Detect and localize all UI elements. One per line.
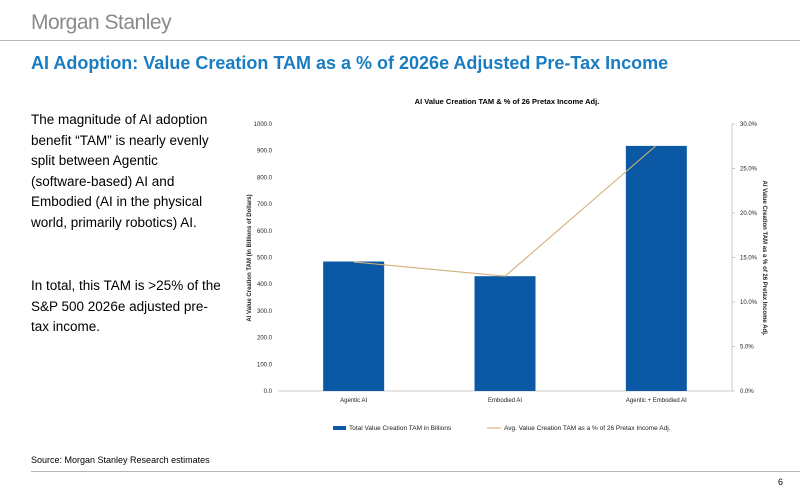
pct-line-series [353,144,657,277]
y-tick-label: 400.0 [257,282,273,288]
y-tick-label: 200.0 [257,336,273,342]
y-tick-label: 100.0 [257,362,273,368]
y2-tick-label: 10.0% [740,300,758,306]
y2-tick-label: 0.0% [740,389,754,395]
slide-title: AI Adoption: Value Creation TAM as a % o… [31,53,669,73]
y-tick-label: 500.0 [257,256,273,262]
y-tick-label: 600.0 [257,229,273,235]
legend-bar-label: Total Value Creation TAM in Billions [349,425,452,432]
y-tick-label: 800.0 [257,175,273,181]
y-tick-label: 700.0 [257,202,273,208]
body-paragraph-2: In total, this TAM is >25% of the S&P 50… [31,278,221,334]
y2-tick-label: 5.0% [740,345,754,351]
y-tick-label: 900.0 [257,149,273,155]
footer-divider [31,471,800,472]
category-label: Embodied AI [488,398,522,404]
category-label: Agentic + Embodied AI [626,398,687,404]
bar [625,145,687,391]
page-number: 6 [778,477,784,487]
body-paragraph-1: The magnitude of AI adoption benefit “TA… [31,112,209,230]
morgan-stanley-logo: Morgan Stanley [31,11,172,34]
y-axis-label: AI Value Creation TAM (in Billions of Do… [247,194,253,321]
y2-tick-label: 20.0% [740,211,758,217]
y2-axis-label: AI Value Creation TAM as a % of 26 Preta… [761,180,767,335]
chart-title: AI Value Creation TAM & % of 26 Pretax I… [415,97,600,106]
y-tick-label: 0.0 [264,389,273,395]
y-tick-label: 300.0 [257,309,273,315]
bar [323,261,385,391]
source-note: Source: Morgan Stanley Research estimate… [31,455,210,465]
y2-tick-label: 15.0% [740,256,758,262]
y-tick-label: 1000.0 [254,122,273,128]
legend-line-label: Avg. Value Creation TAM as a % of 26 Pre… [504,425,671,432]
category-label: Agentic AI [340,398,367,404]
header-divider [0,40,800,41]
bar [474,276,536,391]
y2-tick-label: 30.0% [740,122,758,128]
y2-tick-label: 25.0% [740,167,758,173]
legend-bar-swatch [333,426,346,430]
